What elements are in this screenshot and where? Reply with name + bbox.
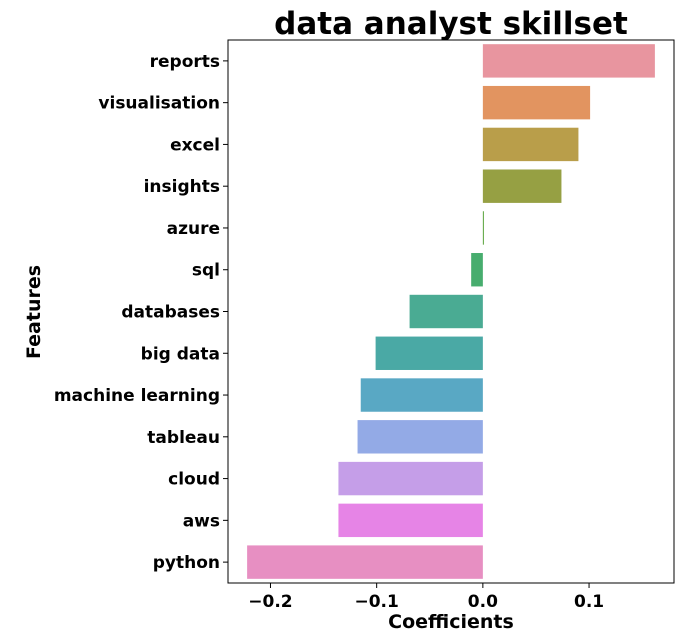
bar-tableau — [357, 420, 483, 454]
chart-title: data analyst skillset — [274, 6, 628, 42]
bar-big-data — [375, 336, 483, 370]
bars-group — [247, 44, 655, 579]
x-tick-label: 0.1 — [574, 592, 604, 612]
y-tick-label: sql — [192, 261, 220, 281]
bar-visualisation — [482, 85, 591, 120]
bar-azure — [482, 211, 484, 245]
y-tick-label: insights — [144, 177, 220, 197]
y-tick-label: databases — [121, 303, 220, 323]
y-tick-label: excel — [170, 135, 220, 155]
x-tick-label: 0.0 — [468, 592, 498, 612]
x-axis-label: Coefficients — [388, 611, 514, 633]
x-tick-label: −0.1 — [354, 592, 398, 612]
bar-databases — [409, 294, 483, 329]
bar-insights — [482, 169, 562, 203]
bar-sql — [471, 253, 483, 287]
bar-excel — [482, 127, 579, 162]
y-tick-label: visualisation — [98, 94, 220, 114]
y-axis-label: Features — [23, 265, 45, 359]
bar-machine-learning — [360, 378, 483, 412]
y-tick-label: azure — [167, 219, 220, 239]
y-tick-label: python — [153, 553, 220, 573]
y-tick-label: aws — [183, 511, 220, 531]
y-tick-label: big data — [141, 344, 220, 364]
bar-python — [247, 545, 483, 579]
y-tick-label: cloud — [168, 470, 220, 490]
x-tick-label: −0.2 — [248, 592, 292, 612]
bar-aws — [338, 503, 483, 538]
x-axis-ticks: −0.2 −0.1 0.0 0.1 — [248, 583, 604, 612]
y-tick-label: tableau — [147, 428, 220, 448]
y-tick-label: reports — [150, 52, 220, 72]
y-tick-label: machine learning — [54, 386, 220, 406]
y-axis-ticks: reports visualisation excel insights azure sq… — [54, 52, 228, 573]
bar-reports — [482, 44, 655, 78]
plot-frame — [227, 39, 675, 584]
bar-cloud — [338, 461, 483, 496]
